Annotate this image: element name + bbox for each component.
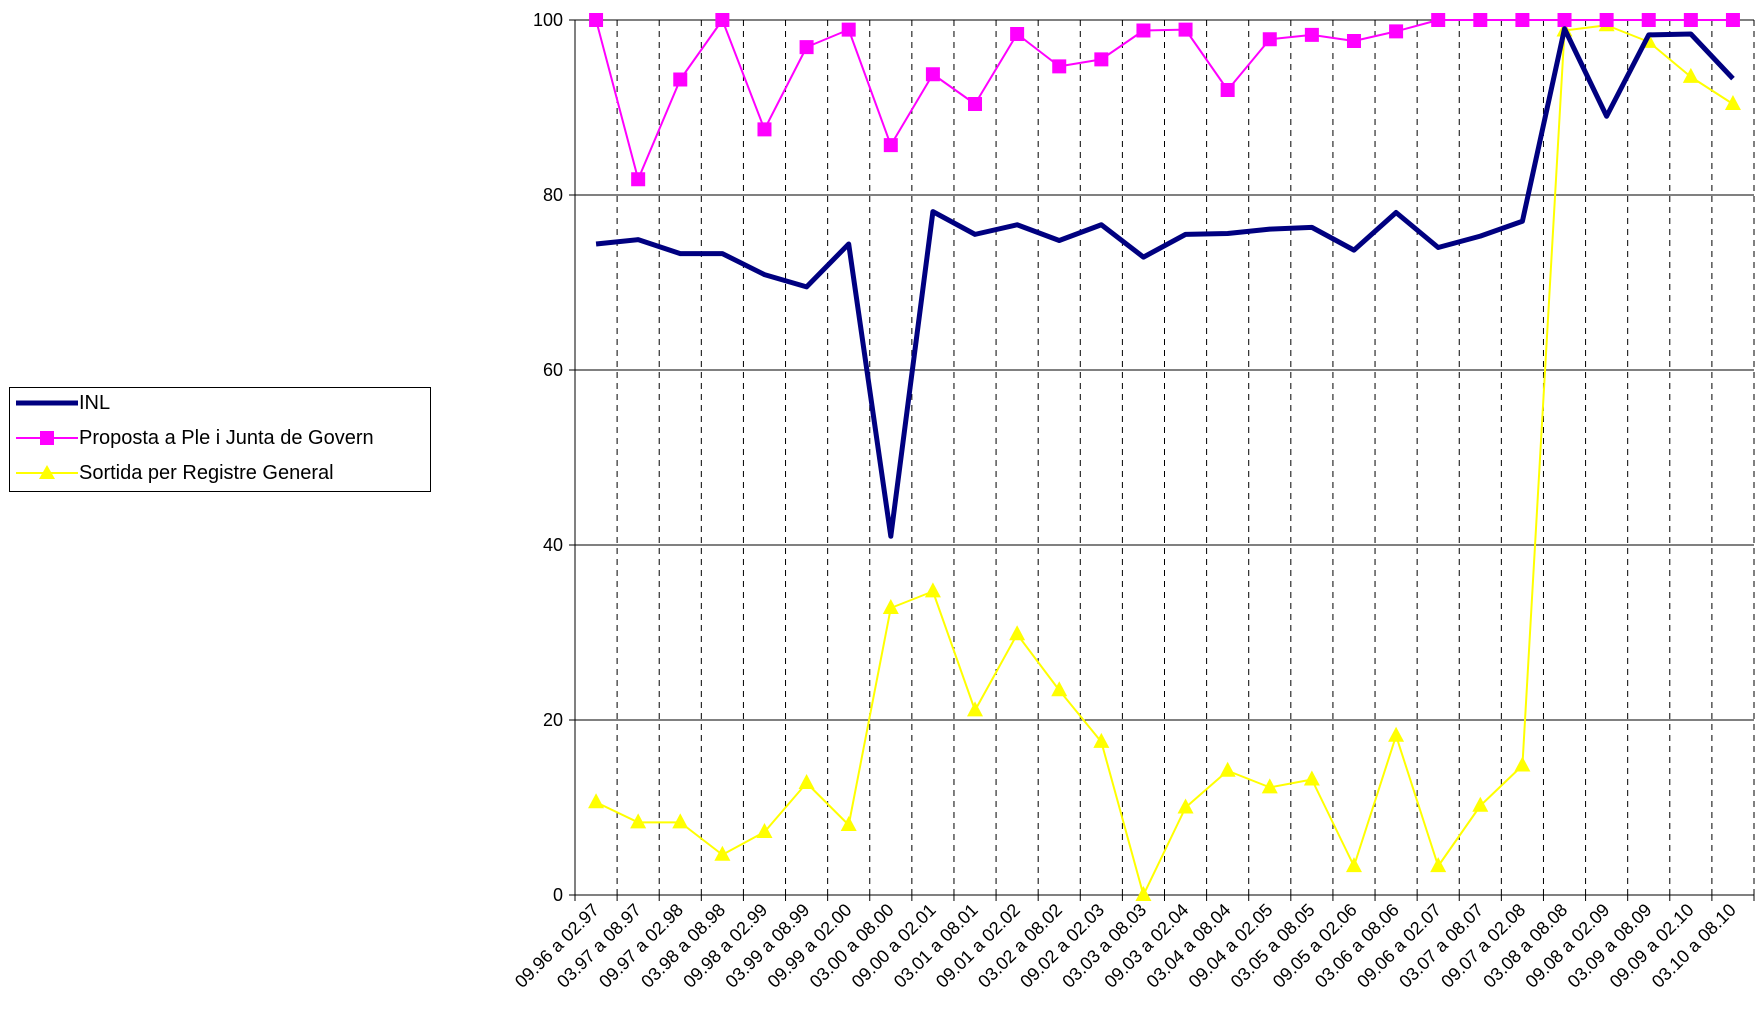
data-point bbox=[1177, 798, 1194, 814]
data-point bbox=[1389, 24, 1404, 39]
data-point bbox=[1473, 13, 1488, 27]
data-point bbox=[1052, 59, 1067, 74]
data-point bbox=[1093, 732, 1110, 748]
data-point bbox=[1304, 27, 1319, 42]
data-point bbox=[588, 793, 605, 809]
data-point bbox=[883, 138, 898, 153]
data-point bbox=[1135, 886, 1152, 901]
data-point bbox=[1599, 13, 1614, 27]
data-point bbox=[1220, 83, 1235, 97]
data-point bbox=[840, 816, 857, 831]
series-line-proposta-a-ple-i-junta-de-govern bbox=[595, 19, 1733, 181]
legend: INL Proposta a Ple i Junta de Govern Sor… bbox=[9, 387, 431, 492]
data-point bbox=[1472, 796, 1489, 812]
y-tick-label-60: 60 bbox=[543, 360, 563, 380]
data-point bbox=[757, 122, 772, 137]
series-inl bbox=[595, 26, 1735, 539]
data-point bbox=[1346, 34, 1361, 48]
data-point bbox=[1431, 13, 1446, 27]
legend-item-inl: INL bbox=[10, 388, 430, 418]
data-point bbox=[630, 813, 647, 829]
data-point bbox=[798, 774, 815, 789]
data-point bbox=[882, 599, 899, 614]
data-point bbox=[1303, 770, 1320, 786]
data-point bbox=[715, 13, 730, 27]
data-point bbox=[1682, 67, 1699, 83]
data-point bbox=[756, 823, 773, 838]
legend-item-sortida: Sortida per Registre General bbox=[10, 458, 430, 488]
legend-swatch-inl bbox=[16, 400, 78, 406]
y-tick-label-100: 100 bbox=[533, 10, 563, 30]
data-point bbox=[672, 813, 689, 829]
data-point bbox=[1683, 13, 1698, 27]
data-point bbox=[1725, 13, 1740, 27]
y-tick-label-80: 80 bbox=[543, 185, 563, 205]
data-point bbox=[1261, 778, 1278, 794]
axes bbox=[569, 19, 1755, 901]
series-sortida-per-registre-general bbox=[588, 16, 1741, 901]
legend-label-inl: INL bbox=[79, 392, 111, 414]
data-point bbox=[1430, 857, 1447, 873]
data-point bbox=[1009, 625, 1026, 641]
y-tick-labels: 0 20 40 60 80 100 bbox=[533, 10, 563, 905]
y-tick-label-20: 20 bbox=[543, 710, 563, 730]
series-proposta-a-ple-i-junta-de-govern bbox=[589, 13, 1740, 187]
data-point bbox=[1345, 857, 1362, 873]
vertical-gridlines bbox=[616, 20, 1755, 895]
data-point bbox=[799, 40, 814, 55]
data-point bbox=[1515, 13, 1530, 27]
y-tick-label-40: 40 bbox=[543, 535, 563, 555]
series-layer bbox=[588, 13, 1741, 901]
data-point bbox=[631, 172, 646, 187]
data-point bbox=[1724, 95, 1741, 110]
data-point bbox=[1178, 22, 1193, 37]
data-point bbox=[1010, 27, 1025, 41]
legend-label-sortida: Sortida per Registre General bbox=[79, 462, 334, 484]
y-tick-label-0: 0 bbox=[553, 885, 563, 905]
data-point bbox=[1219, 761, 1236, 777]
data-point bbox=[841, 22, 856, 37]
data-point bbox=[1388, 726, 1405, 742]
legend-label-proposta: Proposta a Ple i Junta de Govern bbox=[79, 427, 374, 449]
legend-item-proposta: Proposta a Ple i Junta de Govern bbox=[10, 423, 430, 453]
data-point bbox=[1262, 32, 1277, 47]
series-line-sortida-per-registre-general bbox=[595, 24, 1734, 896]
data-point bbox=[714, 845, 731, 861]
data-point bbox=[1094, 52, 1109, 67]
data-point bbox=[1641, 13, 1656, 27]
legend-swatch-proposta bbox=[16, 431, 78, 445]
data-point bbox=[1051, 681, 1068, 697]
series-line-inl bbox=[595, 26, 1735, 539]
data-point bbox=[1514, 756, 1531, 772]
data-point bbox=[673, 72, 688, 87]
data-point bbox=[1557, 13, 1572, 27]
data-point bbox=[589, 13, 604, 27]
data-point bbox=[967, 701, 984, 717]
data-point bbox=[1136, 23, 1151, 38]
data-point bbox=[924, 582, 941, 598]
data-point bbox=[925, 67, 940, 82]
data-point bbox=[968, 97, 983, 111]
legend-swatch-sortida bbox=[16, 465, 78, 479]
